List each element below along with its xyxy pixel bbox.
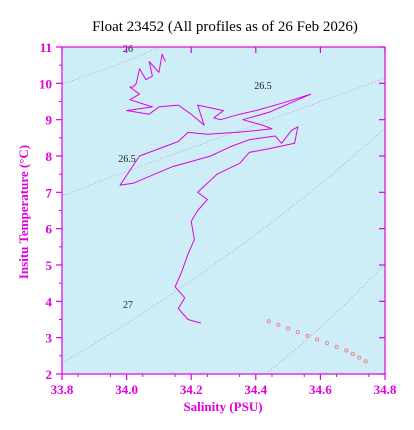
deep-point-1	[276, 322, 281, 327]
x-tick-label-5: 34.8	[374, 382, 397, 397]
contour-labels: 26 26.5 26.5 27	[118, 44, 272, 311]
deep-point-6	[324, 341, 329, 346]
x-tick-label-1: 34.0	[115, 382, 138, 397]
y-tick-label-5: 7	[46, 185, 53, 200]
deep-point-4	[305, 333, 310, 338]
x-tick-label-0: 33.8	[51, 382, 74, 397]
x-axis-label: Salinity (PSU)	[183, 399, 262, 414]
x-tick-label-4: 34.6	[309, 382, 332, 397]
density-contour-1	[62, 77, 385, 197]
profile-line	[119, 53, 312, 324]
y-tick-label-2: 4	[46, 294, 53, 309]
y-axis-ticks: 2 3 4 5 6 7 8 9 10 11	[39, 40, 385, 382]
deep-point-5	[315, 337, 320, 342]
y-tick-label-6: 8	[46, 149, 53, 164]
y-tick-label-1: 3	[46, 331, 53, 346]
density-contours	[62, 47, 385, 374]
y-tick-label-3: 5	[46, 258, 53, 273]
profile-data	[119, 53, 368, 364]
x-axis-ticks: 33.8 34.0 34.2 34.4 34.6 34.8	[51, 47, 397, 397]
deep-point-11	[363, 359, 368, 364]
y-axis-label: Insitu Temperature (°C)	[16, 145, 31, 279]
y-tick-label-4: 6	[46, 222, 53, 237]
deep-point-10	[357, 355, 362, 360]
deep-point-8	[344, 348, 349, 353]
chart-title: Float 23452 (All profiles as of 26 Feb 2…	[92, 19, 358, 35]
deep-point-0	[266, 319, 271, 324]
deep-point-2	[286, 326, 291, 331]
contour-label-1: 26.5	[254, 81, 272, 92]
contour-label-0: 26	[123, 44, 133, 55]
y-tick-label-0: 2	[46, 367, 53, 382]
contour-label-3: 27	[123, 300, 133, 311]
contour-label-2: 26.5	[118, 154, 136, 165]
deep-point-3	[295, 330, 300, 335]
y-tick-label-9: 11	[40, 40, 52, 55]
plot-area	[62, 47, 385, 374]
density-contour-2	[62, 127, 385, 364]
deep-point-9	[350, 351, 355, 357]
y-tick-label-7: 9	[46, 113, 53, 128]
x-tick-label-2: 34.2	[180, 382, 203, 397]
y-tick-label-8: 10	[39, 76, 52, 91]
density-contour-0	[62, 47, 161, 85]
deep-point-7	[334, 344, 339, 349]
x-tick-label-3: 34.4	[244, 382, 267, 397]
